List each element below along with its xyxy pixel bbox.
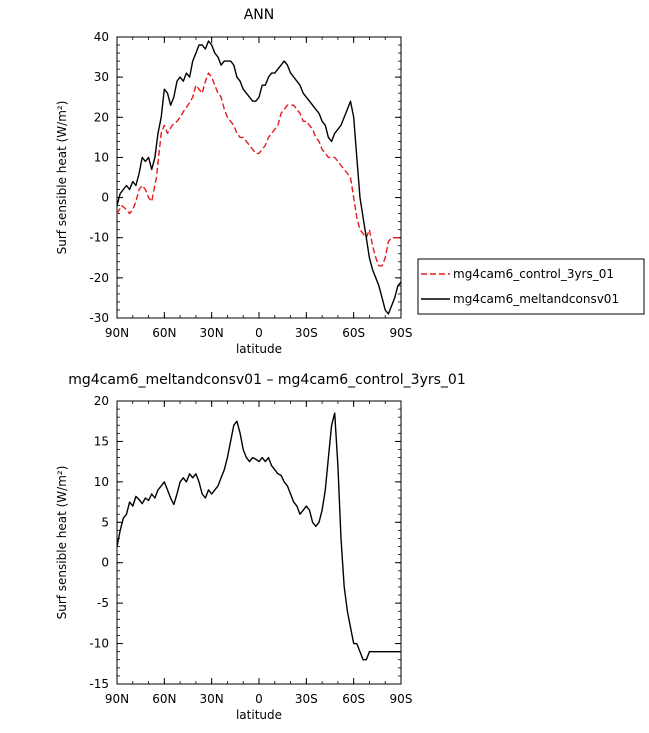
- y-axis-label: Surf sensible heat (W/m²): [55, 101, 69, 255]
- y-tick-label: 20: [94, 394, 109, 408]
- x-tick-label: 90N: [105, 692, 129, 706]
- x-tick-label: 30N: [200, 692, 224, 706]
- y-tick-label: 0: [101, 191, 109, 205]
- y-tick-label: 20: [94, 110, 109, 124]
- x-tick-label: 30N: [200, 326, 224, 340]
- y-tick-label: 15: [94, 434, 109, 448]
- x-axis-label: latitude: [236, 708, 282, 722]
- y-tick-label: 5: [101, 515, 109, 529]
- y-tick-label: 30: [94, 70, 109, 84]
- series-lines: [116, 40, 402, 315]
- x-tick-label: 60N: [152, 692, 176, 706]
- series-lines: [116, 412, 401, 661]
- x-tick-label: 60N: [152, 326, 176, 340]
- series-line-1: [116, 40, 402, 315]
- legend-label-meltandconsv: mg4cam6_meltandconsv01: [453, 292, 619, 306]
- x-tick-label: 90S: [390, 692, 413, 706]
- plot-frame: [116, 400, 402, 685]
- y-tick-label: 10: [94, 150, 109, 164]
- chart-title-difference: mg4cam6_meltandconsv01 – mg4cam6_control…: [68, 372, 466, 388]
- series-line-0: [116, 72, 401, 267]
- x-axis-ticks: 90N 60N 30N 0 30S 60S 90S: [105, 401, 413, 706]
- x-tick-label: 30S: [295, 692, 318, 706]
- chart-title: ANN: [244, 7, 275, 23]
- bottom-panel: mg4cam6_meltandconsv01 – mg4cam6_control…: [55, 372, 466, 722]
- y-axis-ticks: -30 -20 -10 0 10 20 30 40: [89, 30, 401, 325]
- y-tick-label: -10: [89, 231, 109, 245]
- x-tick-label: 30S: [295, 326, 318, 340]
- y-tick-label: 10: [94, 475, 109, 489]
- x-tick-label: 90S: [390, 326, 413, 340]
- series-line-0: [116, 412, 401, 661]
- y-tick-label: 40: [94, 30, 109, 44]
- x-axis-ticks: 90N 60N 30N 0 30S 60S 90S: [105, 37, 413, 340]
- y-tick-label: 0: [101, 556, 109, 570]
- x-tick-label: 0: [255, 692, 263, 706]
- x-tick-label: 90N: [105, 326, 129, 340]
- y-axis-label: Surf sensible heat (W/m²): [55, 466, 69, 620]
- legend: mg4cam6_control_3yrs_01 mg4cam6_meltandc…: [417, 258, 645, 315]
- legend-label-control: mg4cam6_control_3yrs_01: [453, 267, 614, 281]
- x-tick-label: 60S: [342, 326, 365, 340]
- x-axis-label: latitude: [236, 342, 282, 356]
- y-axis-ticks: -15 -10 -5 0 5 10 15 20: [89, 394, 401, 691]
- y-tick-label: -30: [89, 311, 109, 325]
- legend-box: [417, 258, 645, 315]
- y-tick-label: -20: [89, 271, 109, 285]
- y-tick-label: -15: [89, 677, 109, 691]
- y-tick-label: -10: [89, 637, 109, 651]
- x-tick-label: 60S: [342, 692, 365, 706]
- x-tick-label: 0: [255, 326, 263, 340]
- y-tick-label: -5: [97, 596, 109, 610]
